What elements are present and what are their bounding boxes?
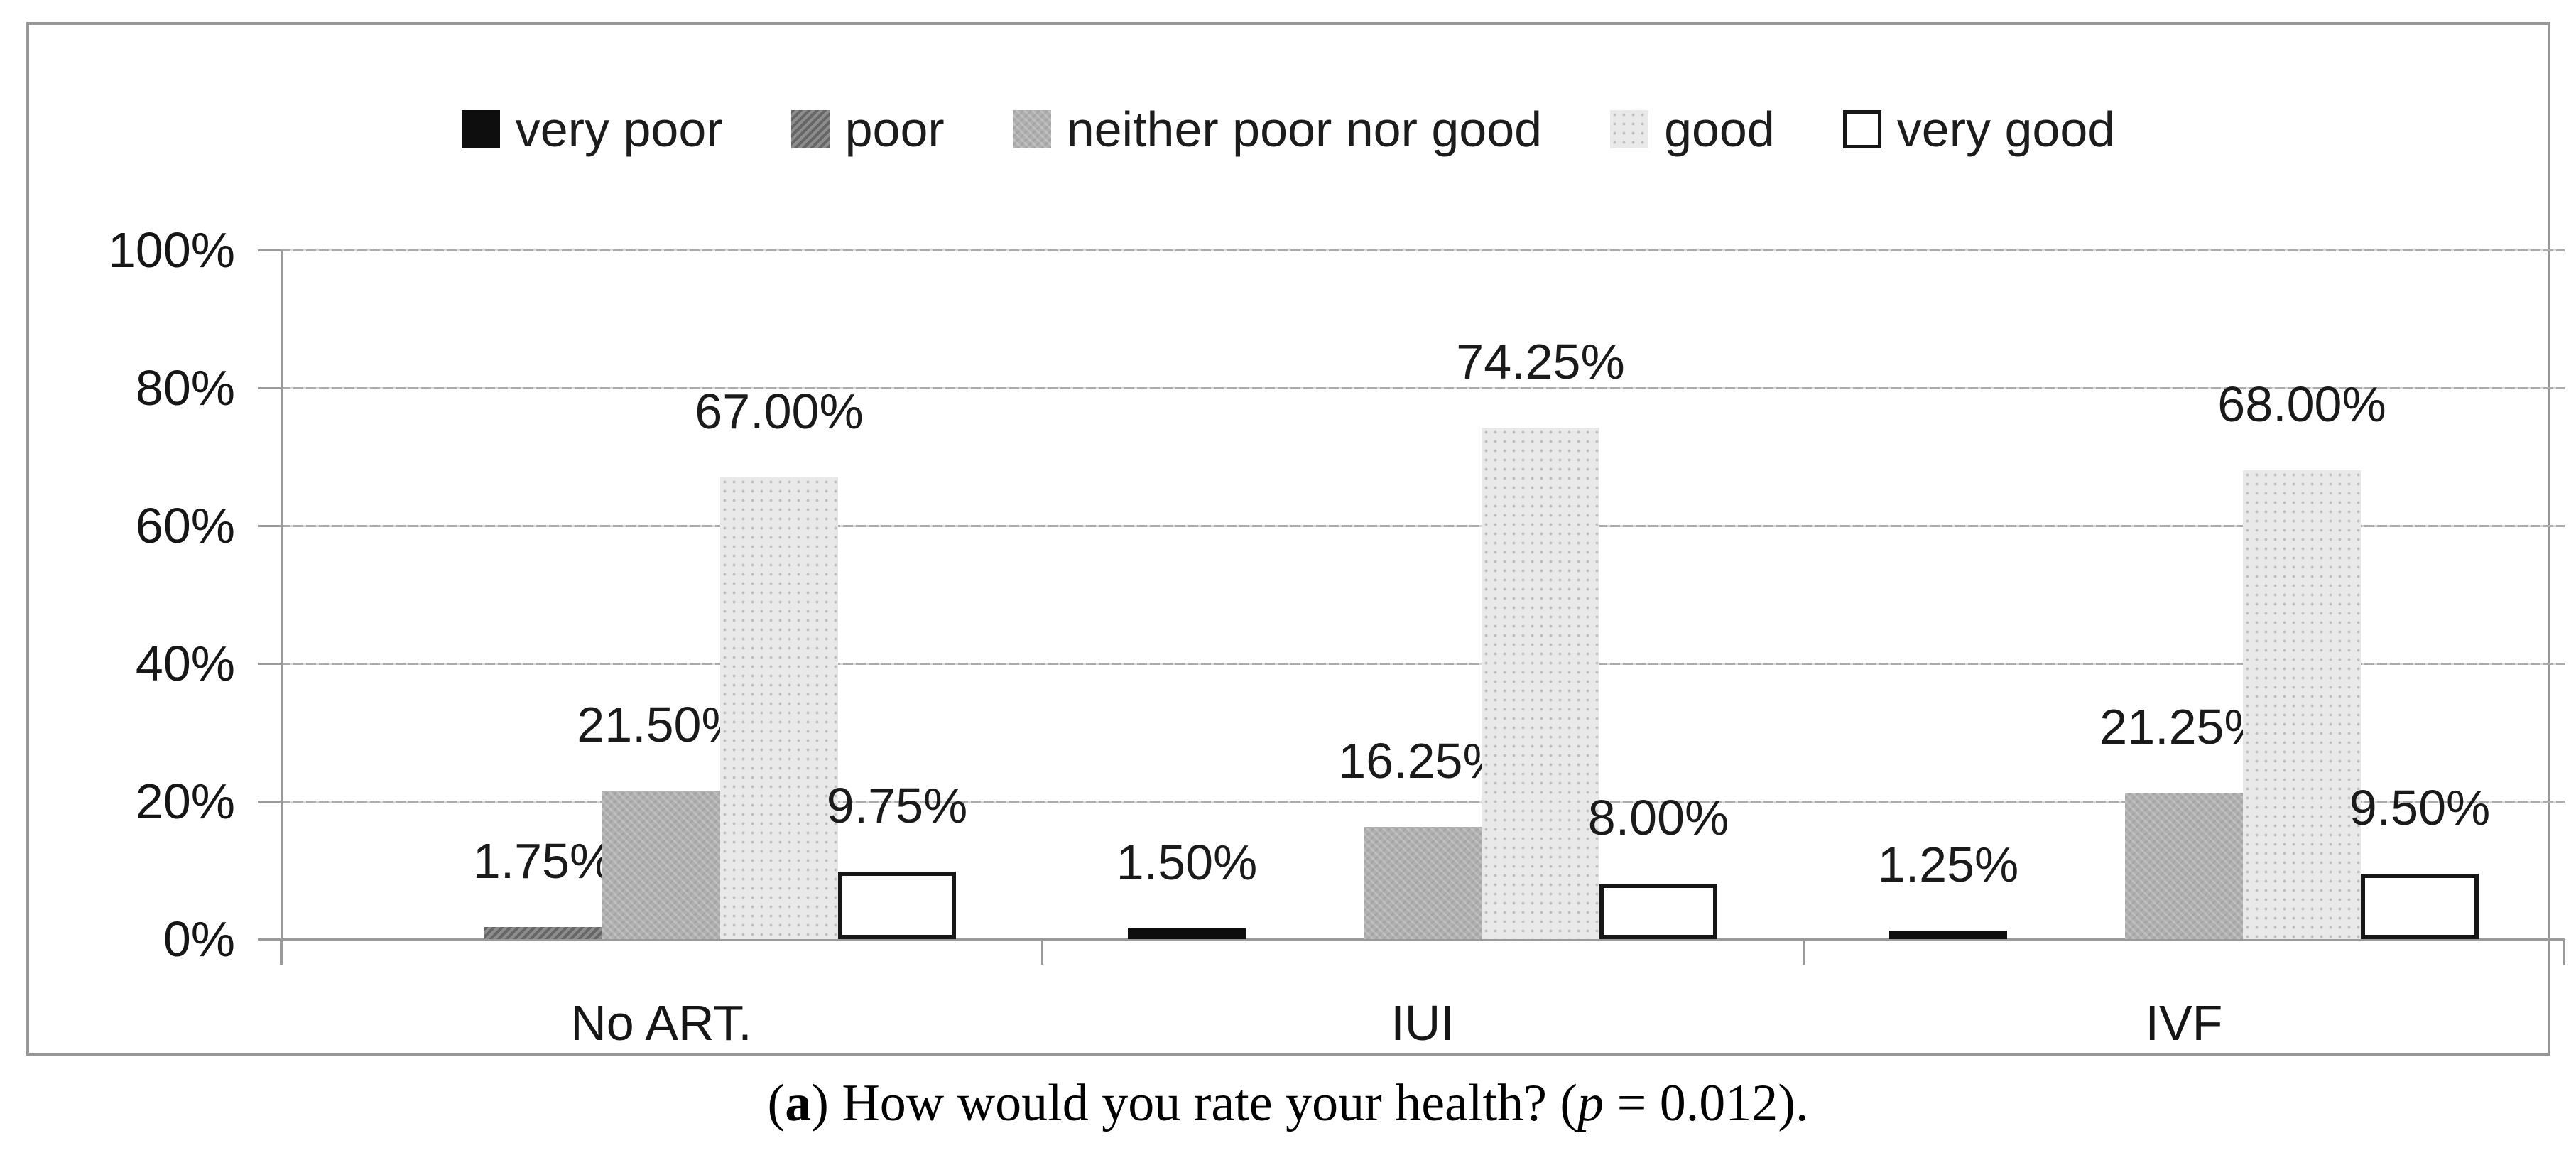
y-axis-tick-mark [258, 801, 281, 803]
bar-very-good-NoART [838, 872, 956, 939]
y-axis-line [281, 250, 283, 965]
bar-very-poor-IUI [1128, 928, 1246, 939]
bar-value-label: 21.50% [577, 697, 746, 752]
legend-swatch-icon [1012, 110, 1051, 148]
bar-good-IUI [1482, 428, 1599, 939]
bar-neither-poor-nor-good-NoART [602, 791, 720, 939]
y-axis-tick-label: 80% [135, 360, 235, 416]
y-axis-tick-label: 40% [135, 636, 235, 691]
bar-good-NoART [720, 477, 838, 939]
bar-value-label: 1.50% [1116, 835, 1258, 890]
legend-label: poor [844, 102, 945, 157]
bar-neither-poor-nor-good-IUI [1364, 827, 1482, 939]
bar-value-label: 16.25% [1338, 733, 1507, 789]
gridline-100% [281, 249, 2565, 251]
bar-value-label: 21.25% [2099, 699, 2268, 754]
caption-p-value: = 0.012). [1604, 1074, 1809, 1132]
legend-label: neither poor nor good [1066, 102, 1543, 157]
bar-poor-NoART [484, 927, 602, 939]
gridline-80% [281, 387, 2565, 389]
bar-very-good-IUI [1599, 884, 1717, 939]
legend-label: very good [1896, 102, 2116, 157]
bar-good-IVF [2243, 470, 2361, 939]
bar-very-poor-IVF [1889, 931, 2007, 939]
legend-swatch-icon [790, 110, 830, 148]
legend-item-very-poor: very poor [461, 102, 723, 157]
caption-p-symbol: p [1577, 1074, 1604, 1132]
bar-value-label: 1.25% [1877, 837, 2019, 892]
legend-item-neither-poor-nor-good: neither poor nor good [1012, 102, 1543, 157]
legend-label: very poor [515, 102, 723, 157]
bar-neither-poor-nor-good-IVF [2125, 793, 2243, 939]
caption-paren-open: ( [767, 1074, 786, 1132]
legend-swatch-icon [1842, 110, 1881, 148]
gridline-40% [281, 663, 2565, 665]
y-axis-tick-mark [258, 387, 281, 389]
bar-value-label: 68.00% [2217, 377, 2386, 432]
legend-label: good [1664, 102, 1775, 157]
x-axis-tick-mark [1041, 939, 1043, 965]
legend-swatch-icon [461, 110, 500, 148]
y-axis-tick-mark [258, 249, 281, 251]
x-axis-category-label: IVF [2145, 995, 2223, 1051]
caption-panel-letter: a [785, 1074, 812, 1132]
legend-swatch-icon [1610, 110, 1649, 148]
x-axis-category-label: No ART. [570, 995, 752, 1051]
y-axis-tick-label: 0% [163, 911, 235, 967]
figure-caption: (a) How would you rate your health? (p =… [0, 1070, 2576, 1137]
y-axis-tick-label: 60% [135, 498, 235, 553]
bar-value-label: 67.00% [695, 384, 864, 439]
chart-panel: very poor poor neither poor nor good good ve… [26, 22, 2565, 1056]
bar-value-label: 1.75% [472, 833, 614, 889]
x-axis-tick-mark [2563, 939, 2565, 965]
bar-value-label: 74.25% [1456, 334, 1625, 389]
legend-item-good: good [1610, 104, 1775, 154]
gridline-20% [281, 801, 2565, 803]
chart-legend: very poor poor neither poor nor good good ve… [29, 104, 2548, 154]
bar-value-label: 8.00% [1587, 790, 1729, 845]
x-axis-tick-mark [1803, 939, 1805, 965]
legend-item-poor: poor [790, 102, 945, 157]
bar-very-good-IVF [2361, 874, 2479, 939]
gridline-0% [281, 938, 2565, 941]
y-axis-tick-mark [258, 938, 281, 941]
y-axis-tick-mark [258, 525, 281, 527]
x-axis-category-label: IUI [1391, 995, 1455, 1051]
gridline-60% [281, 525, 2565, 527]
legend-item-very-good: very good [1842, 102, 2116, 157]
bar-value-label: 9.50% [2349, 780, 2491, 835]
y-axis-tick-label: 100% [107, 222, 235, 278]
bar-value-label: 9.75% [826, 778, 968, 833]
caption-question-text: ) How would you rate your health? ( [811, 1074, 1578, 1132]
y-axis-tick-label: 20% [135, 774, 235, 829]
y-axis-tick-mark [258, 663, 281, 665]
